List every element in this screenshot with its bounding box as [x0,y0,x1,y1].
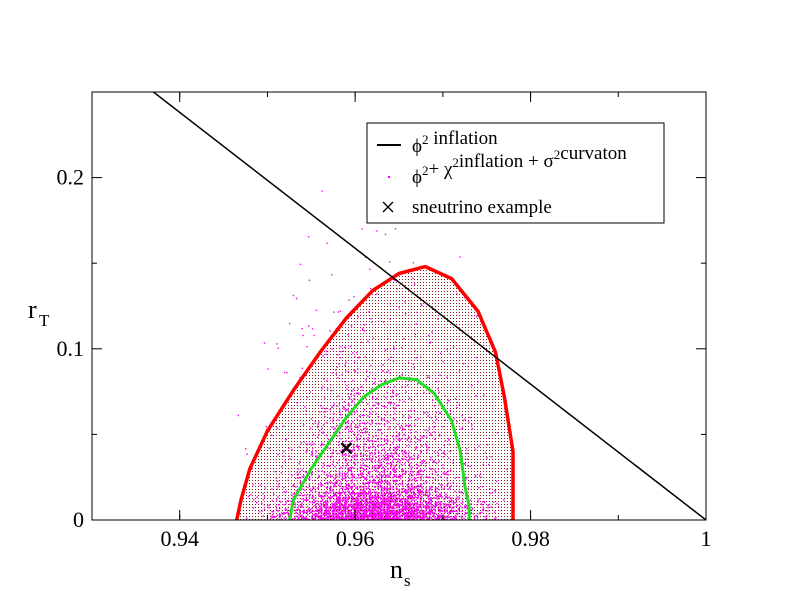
scatter-point [308,325,310,327]
scatter-point [369,287,372,290]
outer-contour-line [234,264,515,520]
scatter-point [348,299,350,301]
inner-contour-line [287,376,471,520]
marker-layer [340,442,353,454]
scatter-point [315,309,318,311]
scatter-point [394,228,397,230]
legend-cross-swatch [382,201,394,213]
y-tick-label: 0.2 [57,165,85,190]
scatter-point [353,296,355,298]
scatter-point [306,346,308,348]
scatter-point [299,376,301,379]
scatter-point [301,328,303,330]
y-axis-label-main: r [28,295,37,324]
scatter-point [376,230,378,232]
legend-dot-swatch [388,176,390,178]
scatter-point [263,342,266,344]
scatter-point [331,274,333,276]
legend-box [366,122,665,224]
x-axis-label-main: n [390,555,403,584]
scatter-point [369,268,371,270]
scatter-point [333,311,335,313]
scatter-point [295,297,298,300]
scatter-point [308,279,311,281]
scatter-point [307,236,310,238]
x-tick-label: 1 [701,526,712,551]
scatter-point [321,190,323,192]
x-tick-label: 0.98 [511,526,550,551]
outer-contour-fill [236,266,513,520]
x-axis-label: n s [390,555,411,590]
scatter-point [237,414,240,417]
scatter-point [288,322,291,325]
y-tick-label: 0 [73,507,84,532]
scatter-point [302,334,304,337]
scatter-point [283,371,286,374]
legend: ϕ2 inflation ϕ2+ χ2inflation + σ2curvato… [366,122,665,224]
scatter-point [364,256,366,258]
x-tick-label: 0.94 [160,526,199,551]
scatter-point [311,328,314,330]
scatter-point [246,453,248,455]
line-layer [152,92,706,520]
x-tick-label: 0.96 [336,526,375,551]
x-axis-label-subscript: s [404,571,411,590]
scatter-point [299,263,302,266]
scatter-point [276,343,278,345]
y-tick-label: 0.1 [57,336,85,361]
scatter-point [329,330,331,332]
scatter-point [389,261,391,263]
legend-entry-sneutrino: sneutrino example [412,197,552,218]
scatter-point [292,294,295,297]
axis-ticks: 0.94 0.96 0.98 1 0 0.1 0.2 [57,91,712,551]
scatter-point [361,228,363,230]
y-axis-label-subscript: T [39,311,50,330]
scatter-point [313,334,315,337]
scatter-point [286,372,288,374]
scatter-point [265,426,268,428]
legend-entry-phi2-inflation: ϕ2 inflation [412,128,498,157]
scatter-point [459,256,461,258]
scatter-point [412,262,414,264]
y-axis-label: r T [28,295,50,330]
contour-layer [234,264,515,520]
scatter-point [337,311,339,313]
scatter-point [277,347,279,349]
scatter-point [301,367,304,370]
scatter-point [384,233,387,236]
scatter-point [267,368,269,370]
sneutrino-marker [340,442,353,454]
legend-entry-curvaton: ϕ2+ χ2inflation + σ2curvaton [412,143,627,188]
series-line-phi2-inflation [152,92,706,520]
scatter-point [245,448,247,450]
scatter-point [339,310,341,312]
plot-frame [91,91,707,521]
scatter-point [326,242,328,244]
